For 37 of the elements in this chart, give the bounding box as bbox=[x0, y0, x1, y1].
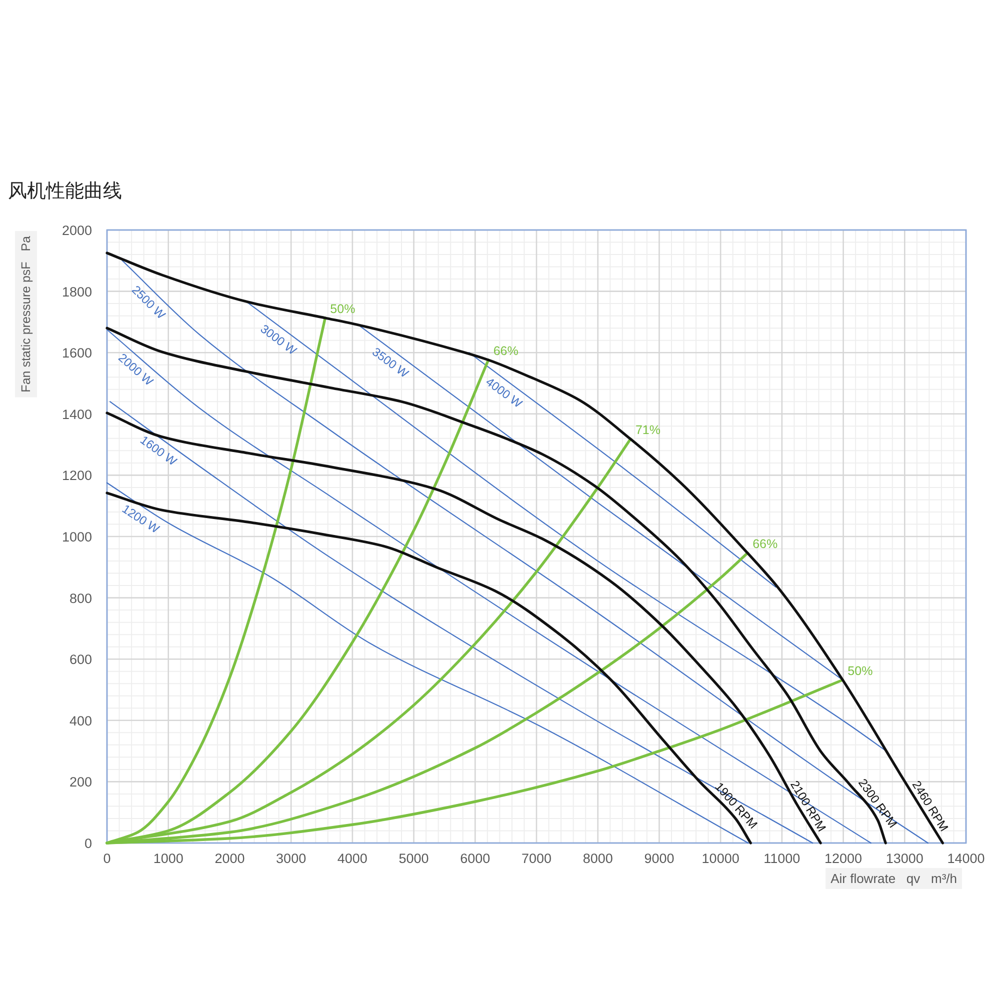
x-tick-label: 3000 bbox=[276, 851, 306, 866]
y-tick-label: 400 bbox=[69, 713, 92, 728]
x-tick-label: 12000 bbox=[824, 851, 862, 866]
series-label: 71% bbox=[636, 423, 661, 438]
y-tick-label: 600 bbox=[69, 652, 92, 668]
x-tick-label: 8000 bbox=[582, 851, 613, 866]
text: 4000 W bbox=[483, 374, 526, 412]
text: 1200 W bbox=[120, 502, 162, 536]
y-tick-label: 1000 bbox=[62, 530, 92, 544]
x-tick-label: 10000 bbox=[702, 851, 740, 866]
x-tick-label: 6000 bbox=[460, 851, 490, 866]
x-tick-label: 11000 bbox=[764, 851, 800, 866]
y-tick-label: 1400 bbox=[62, 406, 92, 422]
x-axis-title: Air flowrate qv m³/h bbox=[830, 871, 957, 886]
x-tick-label: 2000 bbox=[214, 851, 245, 866]
y-tick-label: 2000 bbox=[62, 223, 92, 238]
series-label: 66% bbox=[493, 344, 518, 358]
x-tick-label: 0 bbox=[103, 851, 111, 866]
x-tick-label: 1000 bbox=[153, 851, 184, 866]
series-label: 50% bbox=[330, 302, 356, 316]
chart-title: 风机性能曲线 bbox=[8, 181, 122, 202]
series-label: 50% bbox=[848, 664, 873, 678]
y-tick-label: 1200 bbox=[62, 468, 92, 484]
y-tick-label: 200 bbox=[69, 774, 92, 790]
y-axis-title: Fan static pressure psF Pa bbox=[19, 236, 33, 392]
x-tick-label: 4000 bbox=[337, 851, 368, 866]
y-tick-label: 1600 bbox=[62, 346, 92, 361]
y-tick-label: 800 bbox=[69, 590, 92, 606]
x-tick-label: 13000 bbox=[886, 851, 924, 866]
x-tick-label: 7000 bbox=[521, 851, 552, 866]
x-tick-label: 14000 bbox=[947, 851, 985, 866]
series-label: 66% bbox=[752, 537, 778, 552]
x-tick-label: 5000 bbox=[398, 851, 429, 866]
y-tick-label: 1800 bbox=[62, 284, 92, 300]
y-tick-label: 0 bbox=[84, 836, 92, 851]
text: 1600 W bbox=[138, 432, 180, 469]
x-tick-label: 9000 bbox=[644, 851, 674, 866]
